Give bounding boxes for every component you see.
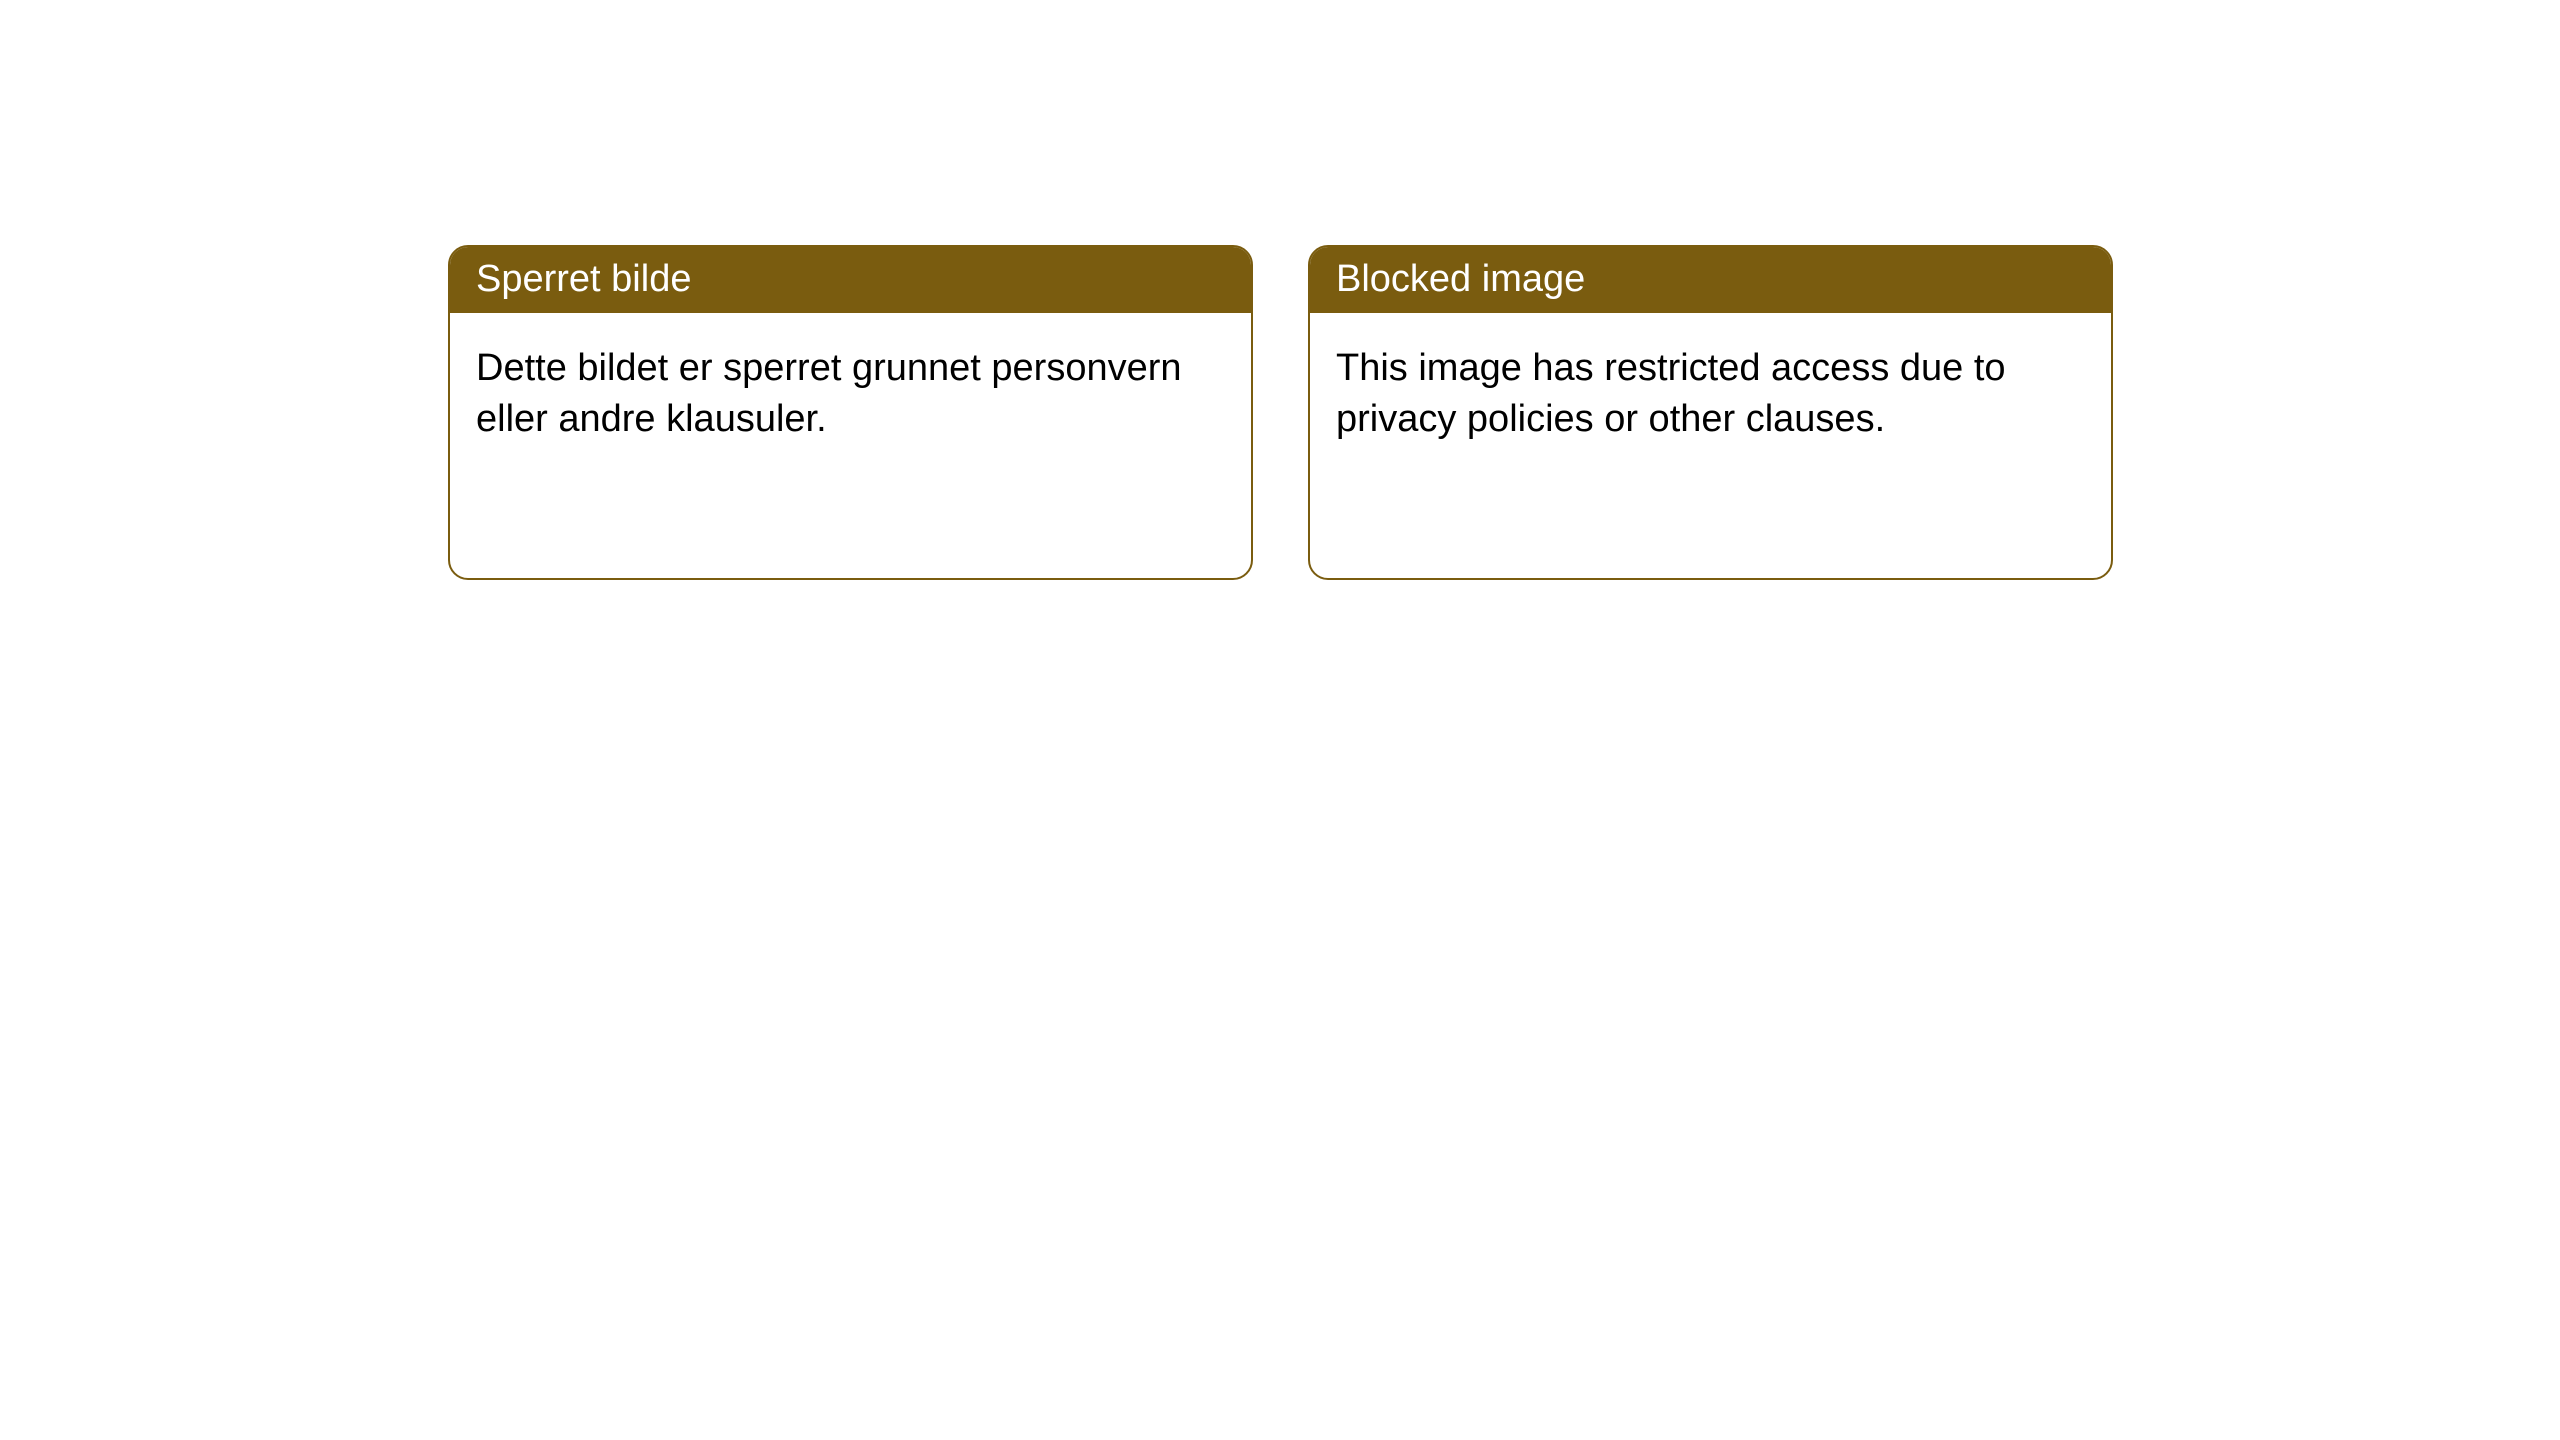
notice-container: Sperret bilde Dette bildet er sperret gr…: [448, 245, 2560, 580]
notice-body: This image has restricted access due to …: [1310, 313, 2111, 476]
notice-title: Blocked image: [1310, 247, 2111, 313]
notice-title: Sperret bilde: [450, 247, 1251, 313]
notice-card-norwegian: Sperret bilde Dette bildet er sperret gr…: [448, 245, 1253, 580]
notice-card-english: Blocked image This image has restricted …: [1308, 245, 2113, 580]
notice-body: Dette bildet er sperret grunnet personve…: [450, 313, 1251, 476]
